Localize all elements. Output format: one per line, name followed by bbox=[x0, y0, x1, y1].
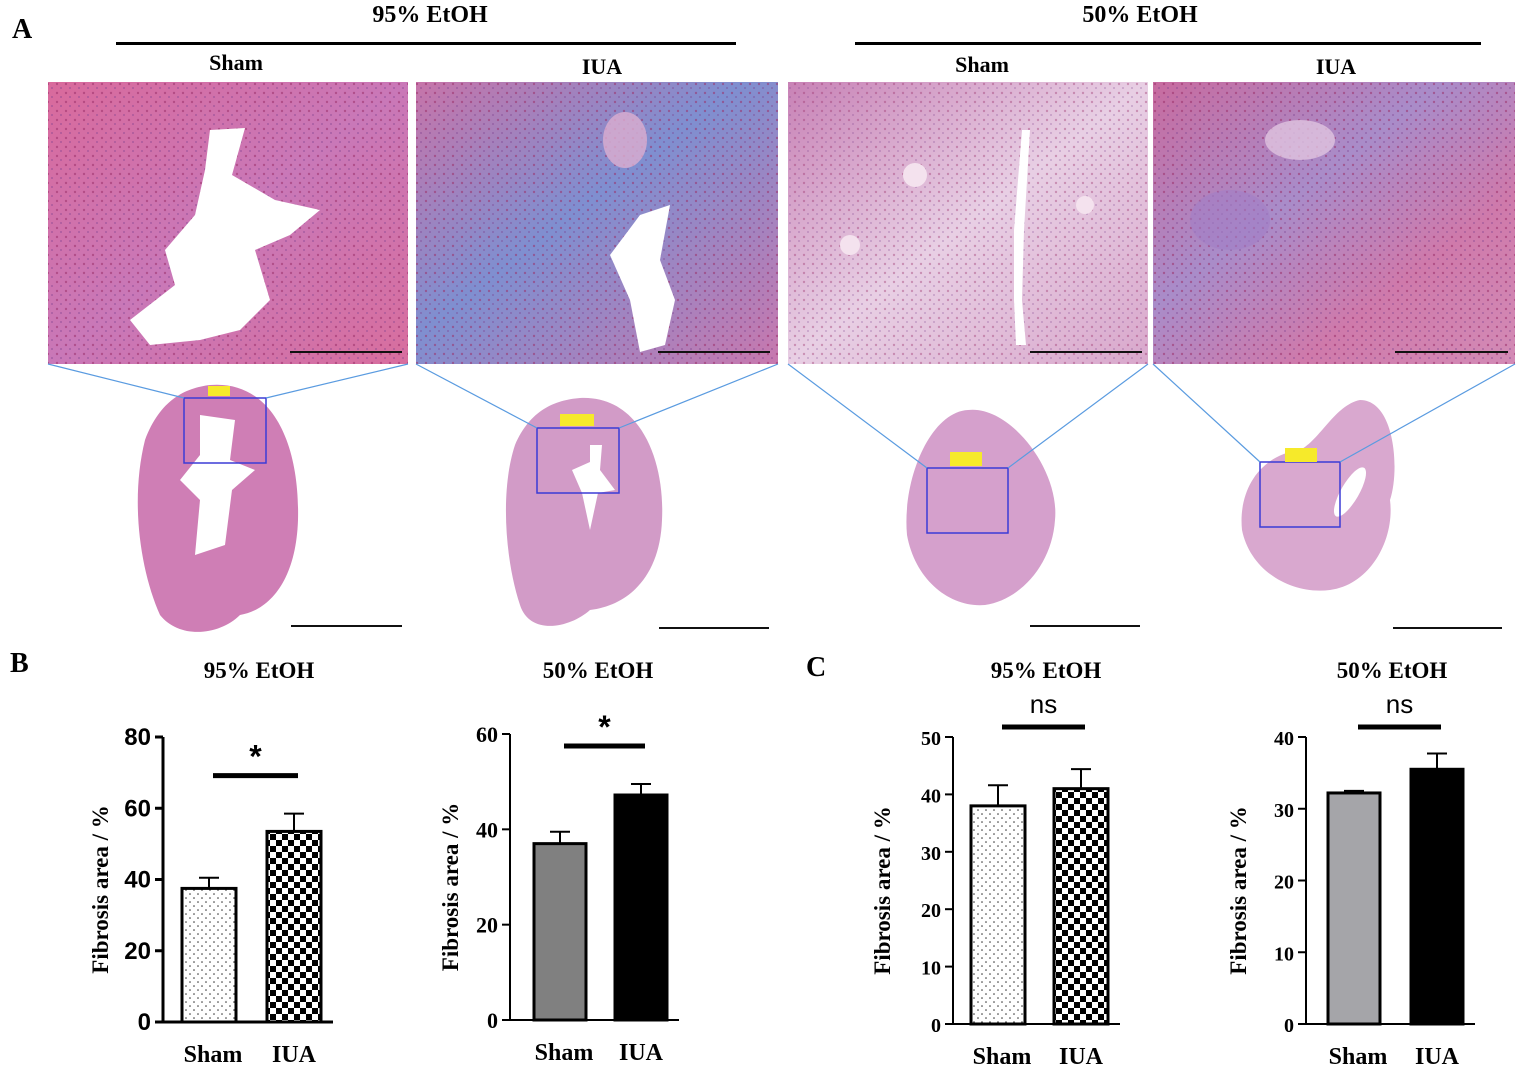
bar-sham bbox=[969, 804, 1027, 1026]
panel-c-letter: C bbox=[806, 652, 827, 683]
y-tick-label: 30 bbox=[921, 843, 941, 865]
y-tick-label: 20 bbox=[1274, 872, 1294, 894]
condition-label-sham-95: Sham bbox=[209, 50, 263, 75]
overview-section-iua-50 bbox=[1241, 400, 1502, 629]
x-category-label: Sham bbox=[973, 1044, 1032, 1070]
y-tick-label: 0 bbox=[487, 1008, 498, 1033]
significance-label: * bbox=[249, 739, 262, 775]
chart-4: 50% EtOH Fibrosis area / % 0 10 20 30 40 Sham IU… bbox=[1226, 658, 1475, 1070]
y-tick-label: 0 bbox=[931, 1015, 941, 1037]
chart-3: 95% EtOH Fibrosis area / % 0 10 20 30 40 50 Sham… bbox=[870, 658, 1120, 1070]
x-category-label: IUA bbox=[272, 1042, 317, 1068]
overview-section-iua-95 bbox=[505, 397, 769, 629]
y-tick-label: 60 bbox=[124, 795, 151, 822]
y-tick-label: 40 bbox=[1274, 728, 1294, 750]
y-tick-label: 30 bbox=[1274, 800, 1294, 822]
y-axis-label: Fibrosis area / % bbox=[88, 805, 113, 973]
y-axis-label: Fibrosis area / % bbox=[870, 806, 895, 974]
condition-label-sham-50: Sham bbox=[955, 52, 1009, 77]
significance-label: ns bbox=[1030, 689, 1057, 719]
y-tick-label: 10 bbox=[921, 958, 941, 980]
x-category-label: IUA bbox=[1415, 1044, 1460, 1070]
x-category-label: Sham bbox=[535, 1040, 594, 1066]
x-category-label: Sham bbox=[184, 1042, 243, 1068]
y-tick-label: 0 bbox=[1284, 1015, 1294, 1037]
chart-2: 50% EtOH Fibrosis area / % 0 20 40 60 Sham IUA * bbox=[438, 658, 679, 1066]
group-title-95-etoh: 95% EtOH bbox=[372, 2, 488, 28]
chart-title: 95% EtOH bbox=[204, 658, 315, 683]
bar-iua bbox=[265, 829, 323, 1024]
x-category-label: IUA bbox=[1059, 1044, 1104, 1070]
chart-title: 50% EtOH bbox=[543, 658, 654, 683]
overview-section-sham-50 bbox=[906, 409, 1140, 627]
group-title-50-etoh: 50% EtOH bbox=[1082, 2, 1198, 28]
chart-title: 95% EtOH bbox=[991, 658, 1102, 683]
x-category-label: Sham bbox=[1329, 1044, 1388, 1070]
bar-sham bbox=[532, 842, 588, 1022]
y-tick-label: 40 bbox=[476, 817, 498, 842]
y-tick-label: 80 bbox=[124, 724, 151, 751]
group-rule-50-etoh bbox=[855, 42, 1481, 45]
condition-label-iua-50: IUA bbox=[1315, 54, 1357, 79]
y-tick-label: 40 bbox=[921, 785, 941, 807]
y-tick-label: 20 bbox=[921, 900, 941, 922]
bar-sham bbox=[180, 886, 238, 1024]
y-tick-label: 50 bbox=[921, 728, 941, 750]
y-tick-label: 0 bbox=[138, 1009, 151, 1036]
group-rule-95-etoh bbox=[116, 42, 736, 45]
panel-b-letter: B bbox=[10, 648, 29, 679]
y-tick-label: 20 bbox=[476, 913, 498, 938]
x-category-label: IUA bbox=[619, 1040, 664, 1066]
bar-sham bbox=[1326, 791, 1382, 1026]
histology-panel-graphic bbox=[47, 82, 1516, 632]
panel-a-letter: A bbox=[12, 14, 33, 45]
significance-label: * bbox=[598, 709, 611, 745]
y-tick-label: 10 bbox=[1274, 943, 1294, 965]
condition-label-iua-95: IUA bbox=[581, 54, 623, 79]
bar-iua bbox=[1052, 787, 1110, 1026]
zoom-connector-lines bbox=[47, 363, 1516, 469]
y-axis-label: Fibrosis area / % bbox=[438, 803, 463, 971]
micrograph-sham-95 bbox=[48, 82, 408, 364]
y-tick-label: 60 bbox=[476, 722, 498, 747]
bar-iua bbox=[1409, 767, 1465, 1026]
y-axis-label: Fibrosis area / % bbox=[1226, 806, 1251, 974]
y-tick-label: 20 bbox=[124, 938, 151, 965]
overview-section-sham-95 bbox=[137, 384, 402, 632]
micrograph-iua-95 bbox=[416, 82, 778, 364]
significance-label: ns bbox=[1386, 689, 1413, 719]
chart-1: 95% EtOH Fibrosis area / % 0 20 40 60 80 Sham IU… bbox=[88, 658, 333, 1068]
bar-iua bbox=[613, 793, 669, 1022]
chart-title: 50% EtOH bbox=[1337, 658, 1448, 683]
micrograph-iua-50 bbox=[1153, 82, 1515, 364]
micrograph-sham-50 bbox=[788, 82, 1148, 364]
y-tick-label: 40 bbox=[124, 867, 151, 894]
